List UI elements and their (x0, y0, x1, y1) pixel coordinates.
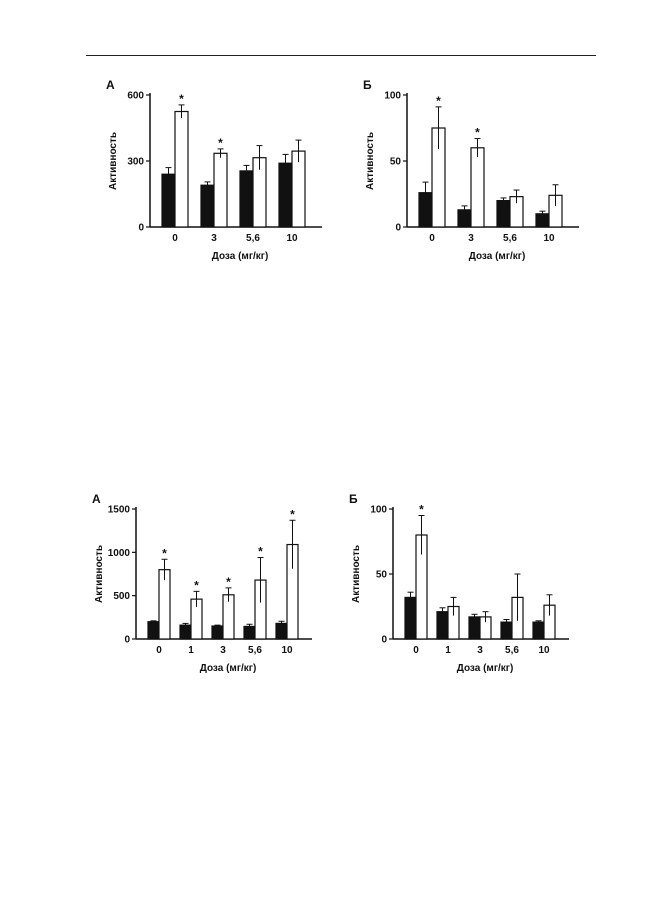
x-tick-label: 10 (286, 233, 298, 244)
significance-star: * (436, 94, 441, 108)
bar-dark (239, 170, 254, 228)
y-tick-label: 1500 (108, 505, 131, 516)
y-tick-label: 500 (113, 591, 130, 602)
x-tick-label: 0 (172, 233, 178, 244)
bar-light (470, 147, 485, 228)
y-tick-label: 1000 (108, 548, 131, 559)
x-tick-label: 5,6 (503, 233, 517, 244)
panel-label: Б (349, 492, 358, 506)
chart-bottom-left: А 0 500 1000 1500 Активность * 0 * 1 * 3 * 5,6 * 10 Доза… (92, 492, 312, 674)
significance-star: * (258, 545, 263, 559)
x-tick-label: 0 (156, 645, 162, 656)
y-axis-title: Активность (108, 132, 119, 190)
bar-dark (457, 209, 472, 228)
significance-star: * (475, 126, 480, 140)
panel-label: А (92, 492, 101, 506)
y-axis-title: Активность (351, 545, 362, 603)
chart-top-left: А 0 300 600 Активность * 0 * 3 5,6 10 Доза (мг/кг) (106, 78, 322, 262)
y-axis-title: Активность (94, 545, 105, 603)
x-tick-label: 0 (429, 233, 435, 244)
bar-dark (404, 596, 417, 640)
chart-bottom-right: Б 0 50 100 Активность * 0 1 3 5,6 10 Доза (мг/кг) (349, 492, 569, 674)
y-tick-label: 0 (395, 223, 401, 234)
x-tick-label: 10 (543, 233, 555, 244)
panel-label: Б (363, 78, 372, 92)
bar-dark (418, 192, 433, 228)
bar-dark (535, 213, 550, 228)
x-axis-title: Доза (мг/кг) (200, 663, 257, 674)
y-tick-label: 100 (384, 91, 401, 102)
bar-dark (161, 173, 176, 228)
y-tick-label: 0 (138, 223, 144, 234)
x-axis-title: Доза (мг/кг) (469, 251, 526, 262)
x-tick-label: 10 (281, 645, 293, 656)
bar-light (158, 569, 171, 640)
x-tick-label: 1 (445, 645, 451, 656)
significance-star: * (194, 578, 199, 592)
bar-dark (275, 622, 288, 640)
x-tick-label: 0 (413, 645, 419, 656)
y-tick-label: 50 (376, 570, 388, 581)
bar-dark (500, 621, 513, 640)
significance-star: * (179, 92, 184, 106)
x-tick-label: 3 (220, 645, 226, 656)
y-tick-label: 0 (124, 635, 130, 646)
bar-light (213, 152, 228, 228)
x-tick-label: 5,6 (248, 645, 262, 656)
x-tick-label: 5,6 (505, 645, 519, 656)
chart-top-right: Б 0 50 100 Активность * 0 * 3 5,6 10 Доза (мг/кг) (363, 78, 579, 262)
x-tick-label: 3 (211, 233, 217, 244)
y-tick-label: 50 (390, 157, 402, 168)
bar-dark (532, 621, 545, 640)
page-top-rule (86, 55, 596, 56)
x-tick-label: 1 (188, 645, 194, 656)
y-tick-label: 100 (370, 505, 387, 516)
significance-star: * (162, 546, 167, 560)
significance-star: * (218, 136, 223, 150)
y-tick-label: 0 (381, 635, 387, 646)
x-tick-label: 10 (538, 645, 550, 656)
x-axis-title: Доза (мг/кг) (457, 663, 514, 674)
bar-dark (436, 611, 449, 640)
y-tick-label: 600 (127, 91, 144, 102)
x-tick-label: 3 (477, 645, 483, 656)
significance-star: * (419, 503, 424, 517)
bar-dark (468, 616, 481, 640)
panel-label: А (106, 78, 115, 92)
bar-dark (243, 625, 256, 640)
y-tick-label: 300 (127, 157, 144, 168)
bar-dark (496, 200, 511, 228)
bar-light (174, 110, 189, 228)
significance-star: * (226, 575, 231, 589)
bar-light (291, 150, 306, 228)
x-tick-label: 5,6 (246, 233, 260, 244)
x-tick-label: 3 (468, 233, 474, 244)
bar-dark (278, 162, 293, 228)
bar-dark (179, 624, 192, 640)
bar-dark (147, 621, 160, 640)
bar-dark (211, 625, 224, 640)
x-axis-title: Доза (мг/кг) (212, 251, 269, 262)
significance-star: * (290, 507, 295, 521)
y-axis-title: Активность (365, 132, 376, 190)
bar-dark (200, 184, 215, 228)
